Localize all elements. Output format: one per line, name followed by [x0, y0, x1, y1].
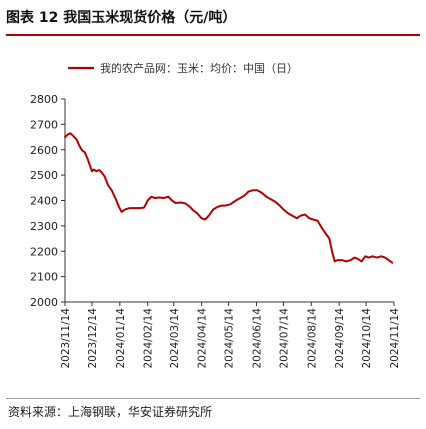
x-tick-label: 2024/10/14 [361, 308, 373, 369]
y-tick-label: 2100 [30, 271, 58, 284]
y-tick-label: 2800 [30, 93, 58, 106]
x-axis: 2023/11/14 2023/12/14 2024/01/14 2024/02/14… [60, 301, 401, 369]
x-tick-label: 2024/05/14 [224, 308, 236, 369]
series [64, 132, 394, 264]
x-tick-label: 2024/03/14 [169, 308, 181, 369]
x-tick-label: 2024/06/14 [251, 308, 263, 369]
x-tick-label: 2024/02/14 [143, 308, 155, 369]
x-tick-label: 2023/11/14 [60, 308, 72, 369]
y-tick-label: 2000 [30, 296, 58, 309]
y-tick-label: 2500 [30, 169, 58, 182]
x-tick-label: 2024/09/14 [334, 308, 346, 369]
y-tick-label: 2200 [30, 245, 58, 258]
y-tick-label: 2600 [30, 144, 58, 157]
x-tick-label: 2024/11/14 [389, 308, 401, 369]
legend: 我的农产品网：玉米：均价：中国（日） [68, 61, 298, 75]
source-rule [6, 398, 420, 399]
figure-source: 资料来源：上海钢联，华安证券研究所 [8, 405, 213, 419]
legend-label: 我的农产品网：玉米：均价：中国（日） [100, 61, 298, 75]
y-tick-label: 2400 [30, 195, 58, 208]
y-tick-label: 2700 [30, 118, 58, 131]
x-tick-label: 2024/04/14 [197, 308, 209, 369]
x-tick-label: 2024/01/14 [115, 308, 127, 369]
series-line-0 [64, 132, 394, 264]
x-tick-label: 2023/12/14 [87, 308, 99, 369]
chart: 我的农产品网：玉米：均价：中国（日） 200021002200230024002… [30, 61, 401, 369]
figure-title: 图表 12 我国玉米现货价格（元/吨） [6, 10, 237, 26]
title-rule [6, 34, 420, 36]
x-tick-label: 2024/07/14 [278, 308, 290, 369]
x-tick-label: 2024/08/14 [306, 308, 318, 369]
y-tick-label: 2300 [30, 220, 58, 233]
y-axis: 2000 2100 2200 2300 2400 2500 2600 2700 2800 [30, 93, 66, 309]
